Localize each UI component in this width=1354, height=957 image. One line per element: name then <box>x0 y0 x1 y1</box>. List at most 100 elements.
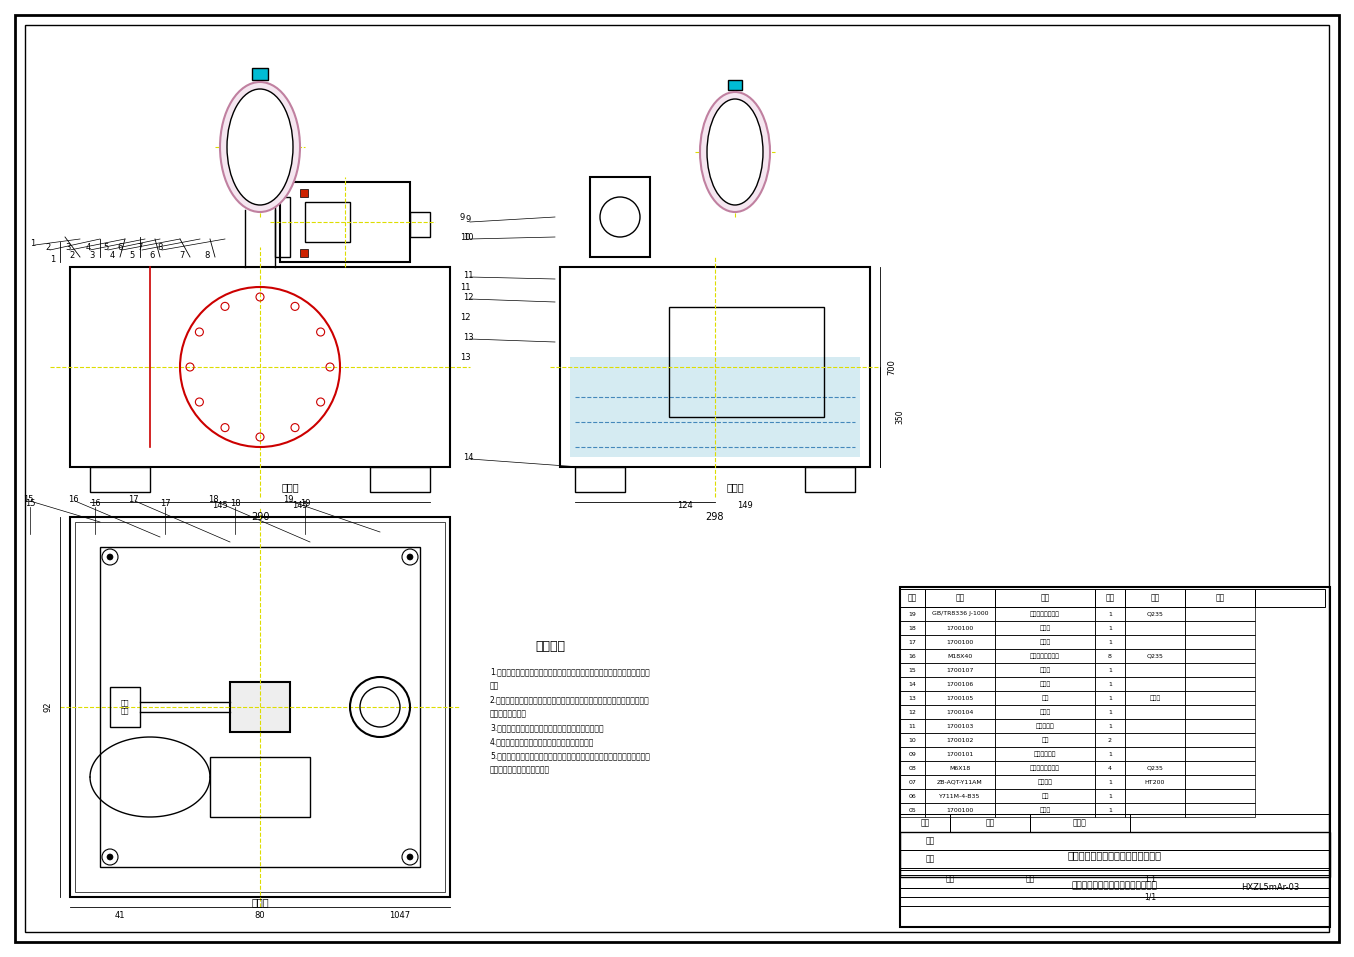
Text: 145: 145 <box>213 501 227 509</box>
Bar <box>1095 607 1125 621</box>
Bar <box>89 467 150 492</box>
Text: 13: 13 <box>909 696 917 701</box>
Bar <box>900 747 925 761</box>
Bar <box>900 888 1330 906</box>
Bar <box>995 733 1095 747</box>
Bar <box>900 803 925 817</box>
Text: 19: 19 <box>299 500 310 508</box>
Text: 8: 8 <box>1108 654 1112 658</box>
Bar <box>1125 663 1185 677</box>
Bar <box>1125 775 1185 789</box>
Bar <box>1095 733 1125 747</box>
Bar <box>995 649 1095 663</box>
Text: 备注: 备注 <box>1216 593 1224 603</box>
Text: 700: 700 <box>887 359 896 375</box>
Text: 联轴器: 联轴器 <box>1040 807 1051 812</box>
Bar <box>900 677 925 691</box>
Text: 组焊件: 组焊件 <box>1150 695 1160 701</box>
Text: 4: 4 <box>110 251 115 259</box>
Bar <box>900 789 925 803</box>
Text: HT200: HT200 <box>1145 780 1166 785</box>
Text: 1700100: 1700100 <box>946 808 974 812</box>
Text: 2: 2 <box>70 251 74 259</box>
Bar <box>1095 663 1125 677</box>
Bar <box>410 212 431 237</box>
Bar <box>1185 589 1255 607</box>
Text: 1: 1 <box>1108 793 1112 798</box>
Text: 09: 09 <box>909 751 917 756</box>
Text: 149: 149 <box>737 501 753 509</box>
Bar <box>1185 705 1255 719</box>
Bar <box>1125 607 1185 621</box>
Text: 蓄油管: 蓄油管 <box>1040 681 1051 687</box>
Bar <box>1095 789 1125 803</box>
Text: 1: 1 <box>1108 723 1112 728</box>
Text: 6: 6 <box>150 251 154 259</box>
Bar <box>995 705 1095 719</box>
Bar <box>900 649 925 663</box>
Bar <box>925 649 995 663</box>
Text: GB/TR8336 J-1000: GB/TR8336 J-1000 <box>932 612 988 616</box>
Text: 1.液压系统的管道在装配前应预除锈、清洗，在装配和存放时应注意防尘、防: 1.液压系统的管道在装配前应预除锈、清洗，在装配和存放时应注意防尘、防 <box>490 667 650 676</box>
Bar <box>1095 589 1125 607</box>
Bar <box>995 677 1095 691</box>
Text: 锈。: 锈。 <box>490 681 500 690</box>
Bar <box>995 621 1095 635</box>
Text: 145: 145 <box>292 501 307 509</box>
Bar <box>1125 733 1185 747</box>
Bar <box>1185 789 1255 803</box>
Bar <box>925 775 995 789</box>
Bar <box>995 635 1095 649</box>
Bar <box>1185 621 1255 635</box>
Text: 19: 19 <box>909 612 917 616</box>
Bar <box>1125 803 1185 817</box>
Text: Q235: Q235 <box>1147 654 1163 658</box>
Bar <box>669 307 823 417</box>
Text: 124: 124 <box>677 501 693 509</box>
Text: 41: 41 <box>115 910 126 920</box>
Bar <box>1185 719 1255 733</box>
Text: 5: 5 <box>103 243 108 253</box>
Text: 代号: 代号 <box>956 593 964 603</box>
Text: 07: 07 <box>909 780 917 785</box>
Bar <box>925 705 995 719</box>
Text: 1700102: 1700102 <box>946 738 974 743</box>
Bar <box>925 677 995 691</box>
Text: M18X40: M18X40 <box>948 654 972 658</box>
Bar <box>1095 775 1125 789</box>
Bar <box>900 705 925 719</box>
Text: 13: 13 <box>460 352 471 362</box>
Text: 1/1: 1/1 <box>1144 893 1156 901</box>
Bar <box>1095 677 1125 691</box>
Bar <box>995 663 1095 677</box>
Text: 16: 16 <box>68 495 79 503</box>
Bar <box>74 522 445 892</box>
Bar <box>1185 649 1255 663</box>
Circle shape <box>408 854 413 860</box>
Text: 18: 18 <box>230 500 240 508</box>
Text: 1: 1 <box>1108 751 1112 756</box>
Text: 17: 17 <box>909 639 917 644</box>
Text: Q235: Q235 <box>1147 612 1163 616</box>
Text: 材料: 材料 <box>1151 593 1159 603</box>
Bar <box>900 635 925 649</box>
Text: 1: 1 <box>1108 667 1112 673</box>
Bar <box>1095 761 1125 775</box>
Text: 3.管路动列要整齐，并要符合液压系统的调整和修修。: 3.管路动列要整齐，并要符合液压系统的调整和修修。 <box>490 723 604 732</box>
Text: Q235: Q235 <box>1147 766 1163 770</box>
Bar <box>575 467 626 492</box>
Text: 92: 92 <box>43 701 53 712</box>
Text: 19: 19 <box>283 495 294 503</box>
Text: 80: 80 <box>255 910 265 920</box>
Bar <box>1185 747 1255 761</box>
Bar <box>900 832 1330 877</box>
Bar <box>1125 635 1185 649</box>
Text: 10: 10 <box>463 233 474 241</box>
Bar <box>1185 677 1255 691</box>
Text: 10: 10 <box>460 233 470 241</box>
Bar <box>110 687 139 727</box>
Bar <box>900 587 1330 927</box>
Text: 8: 8 <box>204 251 210 259</box>
Text: 350: 350 <box>895 410 904 424</box>
Bar <box>925 761 995 775</box>
